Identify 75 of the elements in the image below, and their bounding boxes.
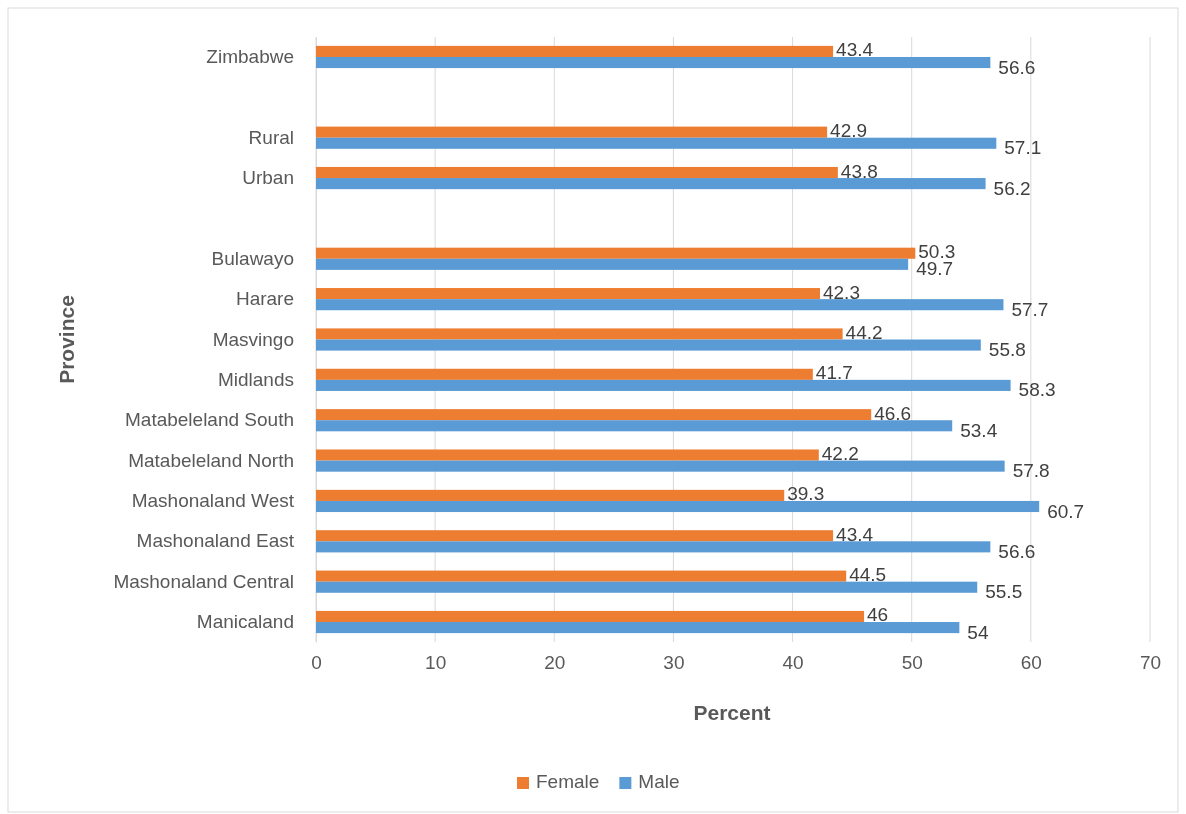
- legend-label: Female: [536, 771, 600, 793]
- data-label: 42.3: [822, 281, 860, 303]
- x-tick-label: 60: [1020, 652, 1042, 674]
- x-axis-title: Percent: [693, 701, 771, 724]
- data-label: 43.4: [836, 39, 874, 61]
- bar: [316, 166, 838, 179]
- data-label: 53.4: [960, 419, 998, 441]
- data-label: 41.7: [815, 362, 853, 384]
- bar: [316, 610, 865, 623]
- bar: [316, 299, 1004, 311]
- y-tick-label: Harare: [235, 288, 294, 310]
- data-label: 60.7: [1047, 500, 1085, 522]
- y-tick-label: Mashonaland West: [131, 490, 295, 512]
- data-label: 43.4: [836, 523, 874, 545]
- bar: [316, 530, 834, 542]
- bar: [316, 622, 960, 634]
- bar: [316, 420, 953, 432]
- y-tick-label: Manicaland: [196, 611, 294, 633]
- x-tick-label: 40: [782, 652, 804, 674]
- bar: [316, 449, 819, 461]
- x-tick-label: 0: [311, 652, 322, 674]
- bar: [316, 570, 847, 582]
- bar: [316, 581, 978, 593]
- data-label: 56.6: [998, 540, 1036, 562]
- x-tick-label: 50: [901, 652, 923, 674]
- data-label: 44.2: [845, 321, 883, 343]
- y-axis-title: Province: [55, 295, 78, 384]
- data-label: 44.5: [849, 564, 887, 586]
- data-label: 46.6: [874, 402, 912, 424]
- data-label: 57.1: [1004, 137, 1042, 159]
- data-label: 57.7: [1011, 298, 1049, 320]
- data-label: 55.5: [985, 581, 1023, 603]
- bar: [316, 339, 981, 351]
- y-tick-label: Masvingo: [212, 328, 294, 350]
- bar: [316, 409, 872, 421]
- data-label: 55.8: [988, 339, 1026, 361]
- data-label: 43.8: [840, 160, 878, 182]
- data-label: 58.3: [1018, 379, 1056, 401]
- x-tick-label: 10: [425, 652, 447, 674]
- bar: [316, 328, 843, 340]
- y-tick-label: Mashonaland Central: [113, 570, 294, 592]
- bar: [316, 45, 834, 57]
- data-label: 57.8: [1012, 460, 1050, 482]
- bar: [316, 379, 1011, 391]
- data-label: 39.3: [787, 483, 825, 505]
- data-label: 56.2: [993, 177, 1031, 199]
- data-label: 42.9: [830, 120, 868, 142]
- bar: [316, 368, 813, 380]
- bar: [316, 126, 828, 138]
- x-tick-label: 70: [1139, 652, 1162, 674]
- y-tick-label: Mashonaland East: [136, 530, 295, 552]
- bar: [316, 460, 1005, 472]
- data-label: 54: [967, 621, 989, 643]
- y-tick-label: Bulawayo: [211, 247, 294, 269]
- bar: [316, 541, 991, 553]
- bar: [316, 247, 916, 259]
- bar: [316, 258, 909, 270]
- data-label: 42.2: [821, 443, 859, 465]
- y-tick-label: Rural: [248, 126, 294, 148]
- y-tick-label: Matabeleland South: [124, 409, 294, 431]
- bar: [316, 56, 991, 69]
- bar: [316, 137, 997, 149]
- y-tick-label: Midlands: [217, 368, 294, 390]
- y-tick-label: Zimbabwe: [206, 46, 294, 68]
- data-label: 46: [867, 604, 889, 626]
- legend-label: Male: [638, 771, 680, 793]
- y-tick-label: Urban: [242, 167, 294, 189]
- x-tick-label: 20: [544, 652, 566, 674]
- bar: [316, 489, 785, 501]
- bar: [316, 500, 1040, 513]
- bar: [316, 178, 986, 190]
- data-label: 56.6: [998, 56, 1036, 78]
- bar: [316, 288, 820, 300]
- x-tick-label: 30: [663, 652, 685, 674]
- y-tick-label: Matabeleland North: [128, 449, 294, 471]
